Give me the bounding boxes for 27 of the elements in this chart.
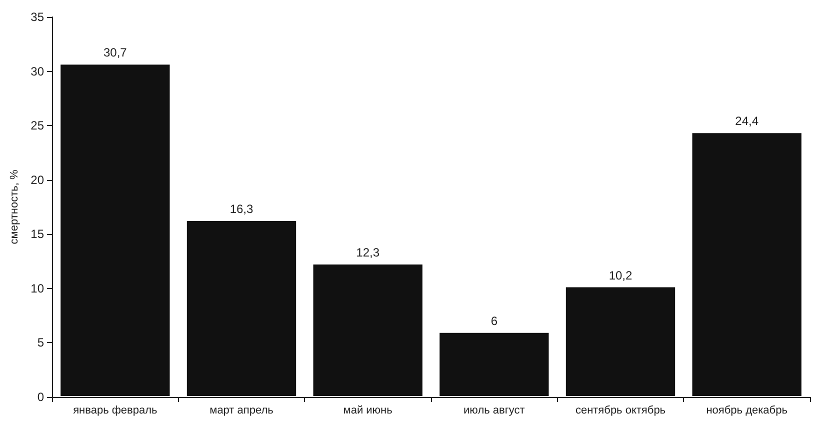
bar	[564, 286, 676, 397]
x-tick-label: ноябрь декабрь	[706, 404, 788, 416]
bar	[60, 64, 171, 397]
y-tick-label: 5	[37, 336, 44, 350]
bar	[691, 132, 802, 397]
x-tick-label: июль август	[464, 404, 525, 416]
data-label: 24,4	[735, 114, 759, 128]
bar	[312, 263, 424, 397]
data-label: 12,3	[356, 245, 380, 260]
data-label: 6	[490, 314, 498, 328]
y-tick-label: 15	[30, 227, 44, 242]
bar	[438, 332, 550, 397]
x-tick-label: май июнь	[343, 404, 393, 416]
bar	[186, 220, 298, 397]
data-label: 10,2	[608, 268, 632, 282]
data-label: 30,7	[103, 46, 128, 60]
data-label: 16,3	[230, 202, 254, 216]
y-tick-label: 0	[37, 390, 44, 404]
y-tick-label: 20	[30, 172, 44, 187]
y-tick-label: 25	[30, 118, 44, 133]
y-tick-label: 35	[30, 10, 44, 24]
y-tick-label: 10	[30, 281, 44, 296]
x-tick-label: сентябрь октябрь	[575, 404, 666, 416]
x-tick-label: март апрель	[210, 404, 274, 416]
y-tick-label: 30	[30, 64, 44, 78]
x-tick-label: январь февраль	[73, 404, 158, 416]
y-axis-title: смертность, %	[8, 170, 20, 244]
